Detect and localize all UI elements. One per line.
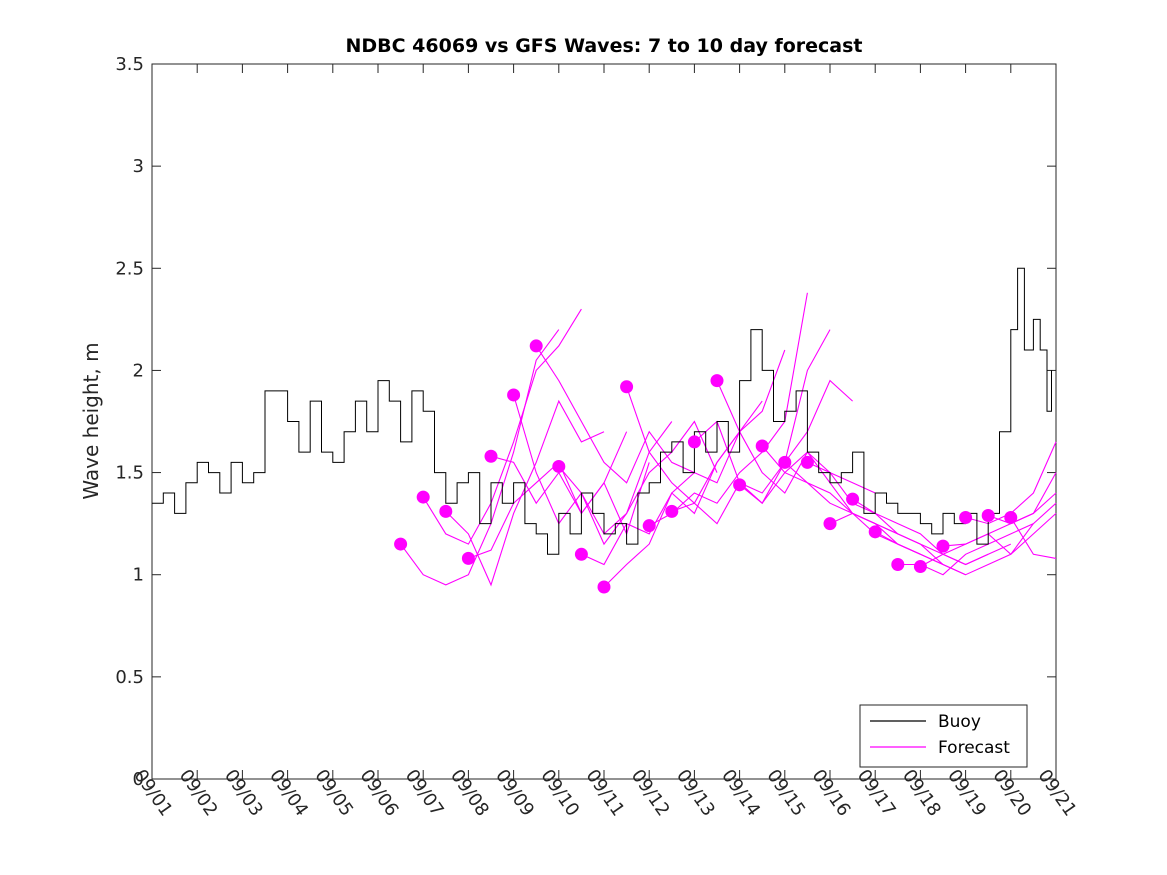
forecast-line	[422, 308, 582, 545]
forecast-point	[687, 435, 701, 449]
forecast-point	[665, 504, 679, 518]
forecast-line	[874, 523, 1034, 576]
forecast-point	[484, 449, 498, 463]
forecast-line	[535, 345, 695, 484]
y-axis-ticks: 0 0.5 1 1.5 2 2.5 3 3.5	[115, 54, 1056, 790]
forecast-point	[755, 439, 769, 453]
forecast-line	[1010, 517, 1057, 559]
forecast-line	[400, 329, 560, 586]
y-tick-label: 3.5	[115, 54, 144, 75]
chart-title: NDBC 46069 vs GFS Waves: 7 to 10 day for…	[345, 35, 862, 57]
plot-area	[151, 63, 1057, 780]
legend-box	[859, 704, 1028, 768]
y-axis-label: Wave height, m	[79, 342, 103, 499]
forecast-line	[671, 329, 831, 525]
forecast-point	[529, 339, 543, 353]
forecast-line	[761, 445, 921, 555]
forecast-point	[597, 580, 611, 594]
forecast-point	[574, 547, 588, 561]
forecast-point	[913, 560, 927, 574]
forecast-line	[626, 349, 786, 505]
y-tick-label: 0.5	[115, 667, 144, 688]
forecast-line	[694, 379, 853, 494]
forecast-point	[823, 517, 837, 531]
legend-forecast-label: Forecast	[938, 738, 1010, 758]
forecast-point	[552, 459, 566, 473]
forecast-point	[416, 490, 430, 504]
forecast-line	[852, 498, 1012, 566]
forecast-point	[981, 508, 995, 522]
y-tick-label: 3	[133, 156, 144, 177]
forecast-point	[891, 558, 905, 571]
forecast-point	[868, 525, 882, 539]
buoy-line	[152, 267, 1052, 555]
buoy-series	[152, 267, 1052, 555]
forecast-series-points	[394, 339, 1018, 594]
y-tick-label: 1.5	[115, 463, 144, 484]
forecast-point	[778, 455, 792, 469]
forecast-line	[942, 492, 1057, 547]
forecast-point	[800, 455, 814, 469]
forecast-point	[394, 537, 408, 551]
forecast-point	[620, 380, 634, 394]
forecast-line	[581, 431, 741, 566]
legend-buoy-label: Buoy	[938, 712, 981, 732]
forecast-point	[959, 511, 973, 525]
y-tick-label: 0	[133, 769, 144, 790]
forecast-series-lines	[400, 292, 1057, 588]
forecast-point	[642, 519, 656, 533]
forecast-line	[490, 455, 650, 536]
forecast-point	[846, 492, 860, 506]
legend: Buoy Forecast	[859, 704, 1028, 768]
forecast-point	[733, 478, 747, 492]
y-tick-label: 2	[133, 360, 144, 381]
forecast-line	[807, 461, 966, 576]
forecast-point	[1004, 511, 1018, 525]
forecast-line	[988, 472, 1057, 525]
forecast-point	[507, 388, 521, 402]
forecast-point	[710, 374, 724, 388]
y-tick-label: 1	[133, 565, 144, 586]
forecast-point	[439, 504, 453, 518]
forecast-point	[936, 539, 950, 553]
y-tick-label: 2.5	[115, 258, 144, 279]
forecast-point	[461, 551, 475, 565]
